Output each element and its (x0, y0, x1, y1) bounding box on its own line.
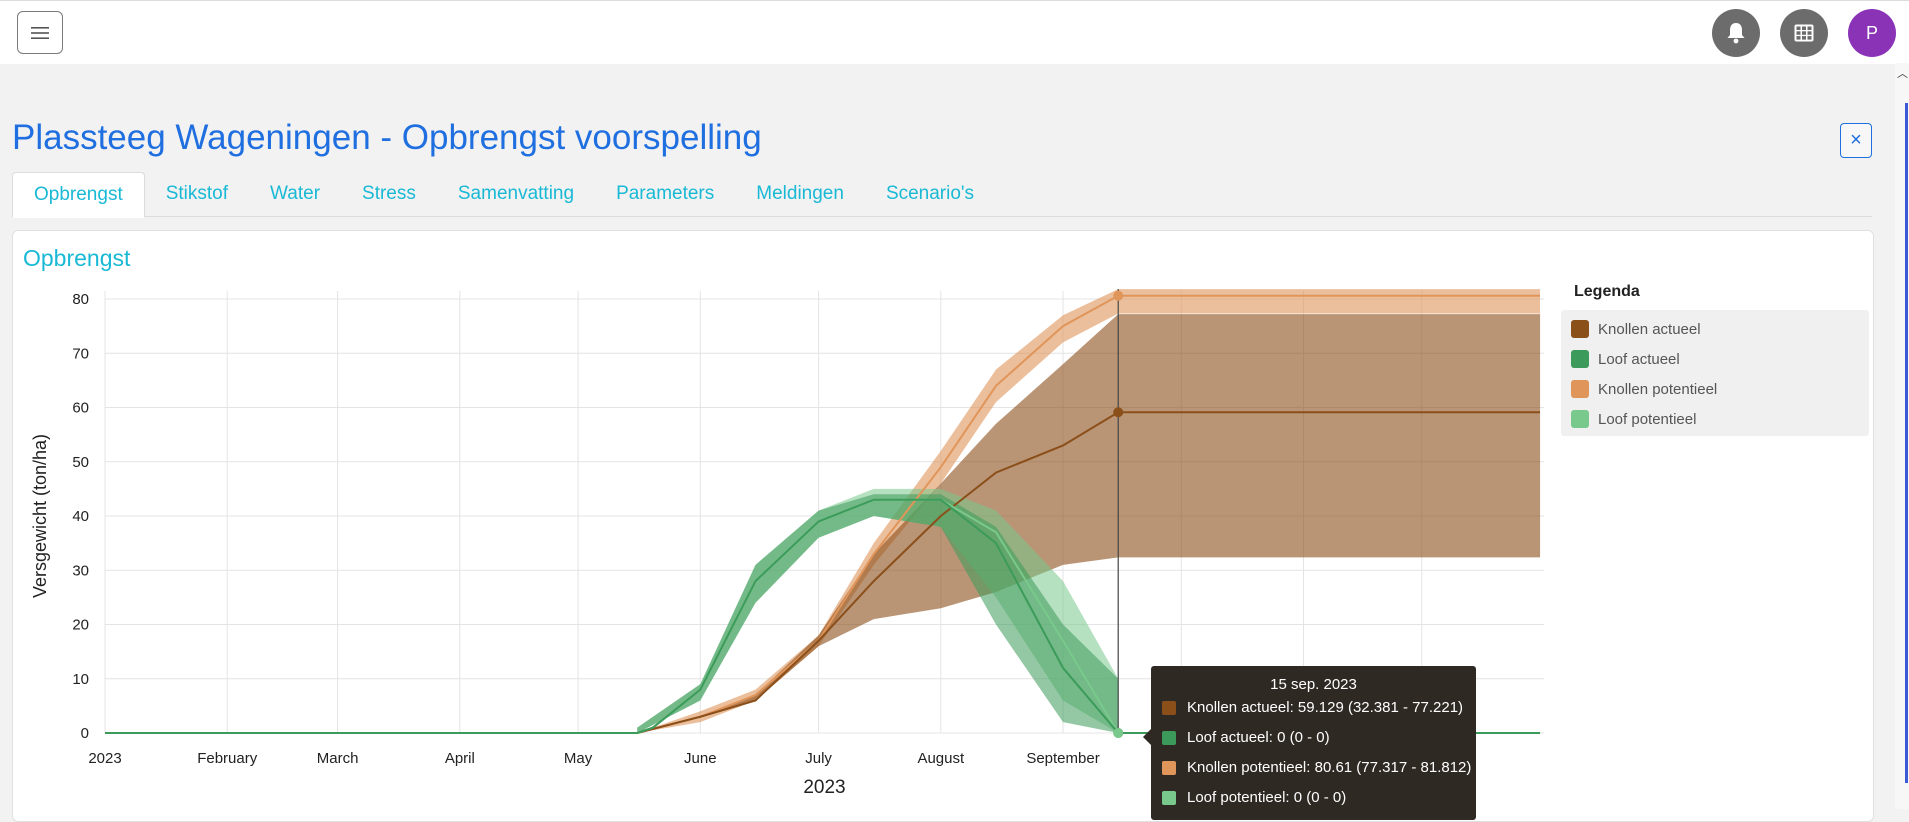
tooltip-date: 15 sep. 2023 (1270, 676, 1357, 693)
legend-swatch (1571, 410, 1589, 428)
hover-marker-0 (1113, 407, 1124, 418)
x-tick-label: August (917, 750, 965, 767)
tab-stress[interactable]: Stress (362, 183, 416, 204)
y-tick-label: 80 (72, 291, 89, 308)
grid-icon (1794, 24, 1814, 42)
tooltip-text: Loof actueel: 0 (0 - 0) (1187, 729, 1330, 746)
card-title: Opbrengst (23, 245, 131, 271)
page-title: Plassteeg Wageningen - Opbrengst voorspe… (12, 118, 762, 157)
tooltip-swatch (1162, 790, 1176, 805)
tab-parameters[interactable]: Parameters (616, 183, 715, 204)
x-tick-label: May (564, 750, 593, 767)
x-tick-label: April (445, 750, 475, 767)
y-tick-label: 40 (72, 508, 89, 525)
y-tick-label: 10 (72, 671, 89, 688)
x-tick-label: 2023 (88, 750, 121, 767)
legend-swatch (1571, 320, 1589, 338)
chart-tooltip: 15 sep. 2023 Knollen actueel: 59.129 (32… (1143, 666, 1476, 820)
menu-button[interactable] (17, 11, 63, 54)
legend-swatch (1571, 380, 1589, 398)
notifications-button[interactable] (1712, 9, 1760, 57)
y-tick-label: 60 (72, 400, 89, 417)
x-tick-label: September (1026, 750, 1099, 767)
hover-marker-3 (1113, 728, 1124, 738)
tab-scenarios[interactable]: Scenario's (885, 183, 975, 204)
close-button[interactable]: × (1840, 123, 1872, 158)
tooltip-row: Knollen potentieel: 80.61 (77.317 - 81.8… (1162, 759, 1471, 776)
tab-meldingen[interactable]: Meldingen (756, 183, 844, 204)
tab-opbrengst[interactable]: Opbrengst (12, 172, 145, 218)
tab-bar: Opbrengst Stikstof Water Stress Samenvat… (12, 172, 1872, 218)
legend-label: Knollen actueel (1598, 320, 1701, 338)
legend-item-loof-potentieel[interactable]: Loof potentieel (1571, 408, 1696, 430)
tab-samenvatting[interactable]: Samenvatting (457, 183, 575, 204)
x-tick-label: March (317, 750, 359, 767)
hamburger-icon (31, 26, 49, 39)
tab-water[interactable]: Water (270, 183, 321, 204)
y-tick-label: 70 (72, 345, 89, 362)
tooltip-row: Loof actueel: 0 (0 - 0) (1162, 729, 1330, 746)
top-bar: P (0, 0, 1909, 64)
x-tick-label: February (197, 750, 258, 767)
chart-card: Opbrengst 0 10 20 30 40 50 60 70 80 2023 February M… (12, 230, 1874, 822)
legend-swatch (1571, 350, 1589, 368)
yield-chart[interactable]: 0 10 20 30 40 50 60 70 80 2023 February March April M… (13, 231, 1873, 821)
legend-label: Loof actueel (1598, 350, 1680, 368)
apps-button[interactable] (1780, 9, 1828, 57)
tooltip-text: Loof potentieel: 0 (0 - 0) (1187, 789, 1347, 806)
legend: Knollen actueel Loof actueel Knollen pot… (1561, 310, 1869, 436)
legend-item-loof-actueel[interactable]: Loof actueel (1571, 348, 1680, 370)
x-axis-label: 2023 (803, 777, 845, 798)
tooltip-row: Knollen actueel: 59.129 (32.381 - 77.221… (1162, 699, 1463, 716)
legend-item-knollen-potentieel[interactable]: Knollen potentieel (1571, 378, 1717, 400)
series-line-1 (105, 498, 1541, 734)
legend-label: Loof potentieel (1598, 410, 1697, 428)
legend-label: Knollen potentieel (1598, 380, 1718, 398)
scrollbar-thumb[interactable] (1905, 103, 1908, 783)
tooltip-swatch (1162, 700, 1176, 715)
range-band-1 (637, 494, 1119, 733)
tooltip-text: Knollen actueel: 59.129 (32.381 - 77.221… (1187, 699, 1464, 716)
legend-item-knollen-actueel[interactable]: Knollen actueel (1571, 318, 1701, 340)
legend-title: Legenda (1574, 283, 1640, 300)
x-tick-label: July (805, 750, 832, 767)
tooltip-swatch (1162, 760, 1176, 775)
y-tick-label: 0 (81, 725, 89, 742)
tooltip-text: Knollen potentieel: 80.61 (77.317 - 81.8… (1187, 759, 1472, 776)
tooltip-swatch (1162, 730, 1176, 745)
bell-icon (1727, 23, 1745, 44)
range-band-0 (637, 314, 1541, 733)
hover-marker-2 (1113, 290, 1124, 301)
y-tick-label: 30 (72, 562, 89, 579)
avatar[interactable]: P (1848, 9, 1896, 57)
tooltip-arrow (1143, 729, 1151, 745)
y-axis-label: Versgewicht (ton/ha) (30, 434, 50, 598)
tooltip-row: Loof potentieel: 0 (0 - 0) (1162, 789, 1346, 806)
chevron-up-icon[interactable]: ︿ (1897, 68, 1908, 80)
y-tick-label: 20 (72, 617, 89, 634)
scrollbar[interactable]: ︿ (1895, 63, 1909, 809)
tab-stikstof[interactable]: Stikstof (165, 183, 229, 204)
series-line-0 (105, 411, 1541, 734)
x-tick-label: June (684, 750, 717, 767)
y-tick-label: 50 (72, 454, 89, 471)
